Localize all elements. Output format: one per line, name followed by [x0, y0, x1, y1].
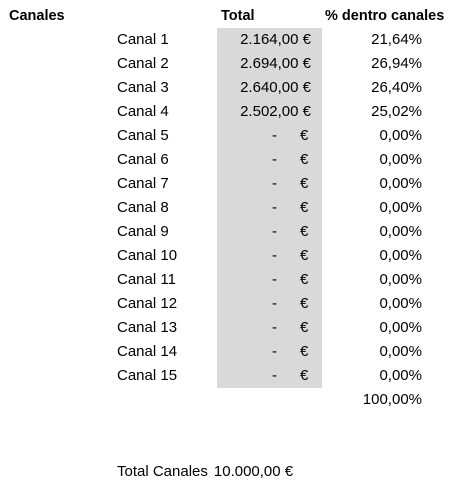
channel-total-currency: € — [300, 271, 309, 288]
channel-name-cell[interactable]: Canal 14 — [117, 343, 178, 360]
table-row: Canal 4 2.502,00 € 25,02% — [0, 100, 470, 124]
channel-total-dash[interactable]: - — [272, 175, 277, 192]
channel-percent-cell[interactable]: 0,00% — [379, 319, 422, 336]
channel-total-currency: € — [300, 343, 309, 360]
channel-name-cell[interactable]: Canal 4 — [117, 103, 169, 120]
channel-percent-cell[interactable]: 26,40% — [371, 79, 422, 96]
channel-total-currency: € — [300, 223, 309, 240]
total-column-fill — [217, 28, 322, 388]
channel-percent-cell[interactable]: 26,94% — [371, 55, 422, 72]
channel-percent-cell[interactable]: 0,00% — [379, 199, 422, 216]
channel-total-cell[interactable]: 2.640,00 € — [240, 79, 311, 96]
channel-total-currency: € — [300, 199, 309, 216]
channel-total-currency: € — [300, 319, 309, 336]
channel-name-cell[interactable]: Canal 10 — [117, 247, 178, 264]
channel-total-dash[interactable]: - — [272, 343, 277, 360]
channel-total-dash[interactable]: - — [272, 319, 277, 336]
table-row: Canal 2 2.694,00 € 26,94% — [0, 52, 470, 76]
channel-percent-cell[interactable]: 0,00% — [379, 271, 422, 288]
channel-name-cell[interactable]: Canal 2 — [117, 55, 169, 72]
table-row: Canal 9 - €0,00% — [0, 220, 470, 244]
channel-name-cell[interactable]: Canal 13 — [117, 319, 178, 336]
table-row: Canal 1 2.164,00 € 21,64% — [0, 28, 470, 52]
channel-percent-cell[interactable]: 0,00% — [379, 223, 422, 240]
channel-total-currency: € — [300, 127, 309, 144]
table-row: Canal 12 - €0,00% — [0, 292, 470, 316]
channel-total-currency: € — [300, 295, 309, 312]
channel-name-cell[interactable]: Canal 8 — [117, 199, 169, 216]
table-row: Canal 3 2.640,00 € 26,40% — [0, 76, 470, 100]
channel-name-cell[interactable]: Canal 9 — [117, 223, 169, 240]
channel-total-dash[interactable]: - — [272, 295, 277, 312]
channel-name-cell[interactable]: Canal 12 — [117, 295, 178, 312]
channel-total-dash[interactable]: - — [272, 223, 277, 240]
channel-total-dash[interactable]: - — [272, 199, 277, 216]
channel-total-dash[interactable]: - — [272, 127, 277, 144]
channel-total-cell[interactable]: 2.694,00 € — [240, 55, 311, 72]
channel-name-cell[interactable]: Canal 7 — [117, 175, 169, 192]
channel-total-dash[interactable]: - — [272, 367, 277, 384]
table-row: Canal 5 - €0,00% — [0, 124, 470, 148]
channel-name-cell[interactable]: Canal 3 — [117, 79, 169, 96]
channel-total-currency: € — [300, 175, 309, 192]
table-row: Canal 13 - €0,00% — [0, 316, 470, 340]
channel-percent-cell[interactable]: 0,00% — [379, 151, 422, 168]
channel-percent-cell[interactable]: 0,00% — [379, 247, 422, 264]
channel-percent-cell[interactable]: 0,00% — [379, 295, 422, 312]
channel-percent-cell[interactable]: 0,00% — [379, 175, 422, 192]
channel-total-currency: € — [300, 247, 309, 264]
channel-rows: Canal 1 2.164,00 € 21,64% Canal 2 2.694,00 €… — [0, 28, 470, 388]
channel-name-cell[interactable]: Canal 15 — [117, 367, 178, 384]
channel-total-cell[interactable]: 2.164,00 € — [240, 31, 311, 48]
channel-percent-cell[interactable]: 0,00% — [379, 127, 422, 144]
channel-total-currency: € — [300, 151, 309, 168]
header-total[interactable]: Total — [221, 8, 255, 24]
channel-percent-cell[interactable]: 25,02% — [371, 103, 422, 120]
table-row: Canal 8 - €0,00% — [0, 196, 470, 220]
channel-name-cell[interactable]: Canal 6 — [117, 151, 169, 168]
header-canales[interactable]: Canales — [9, 8, 65, 24]
total-canales-value[interactable]: 10.000,00 € — [213, 463, 294, 480]
channel-total-dash[interactable]: - — [272, 151, 277, 168]
header-percent[interactable]: % dentro canales — [325, 8, 445, 24]
channel-total-dash[interactable]: - — [272, 247, 277, 264]
total-canales-label[interactable]: Total Canales — [117, 463, 208, 480]
table-row: Canal 15 - €0,00% — [0, 364, 470, 388]
channel-percent-cell[interactable]: 0,00% — [379, 343, 422, 360]
percent-sum-cell[interactable]: 100,00% — [362, 391, 422, 408]
table-row: Canal 11 - €0,00% — [0, 268, 470, 292]
channel-total-currency: € — [300, 367, 309, 384]
table-row: Canal 7 - €0,00% — [0, 172, 470, 196]
channel-percent-cell[interactable]: 21,64% — [371, 31, 422, 48]
channel-name-cell[interactable]: Canal 1 — [117, 31, 169, 48]
table-row: Canal 10 - €0,00% — [0, 244, 470, 268]
channel-total-cell[interactable]: 2.502,00 € — [240, 103, 311, 120]
channel-percent-cell[interactable]: 0,00% — [379, 367, 422, 384]
table-row: Canal 14 - €0,00% — [0, 340, 470, 364]
channel-total-dash[interactable]: - — [272, 271, 277, 288]
channel-name-cell[interactable]: Canal 11 — [117, 271, 176, 288]
table-row: Canal 6 - €0,00% — [0, 148, 470, 172]
total-canales-row: Total Canales 10.000,00 € — [117, 460, 293, 484]
channel-name-cell[interactable]: Canal 5 — [117, 127, 169, 144]
